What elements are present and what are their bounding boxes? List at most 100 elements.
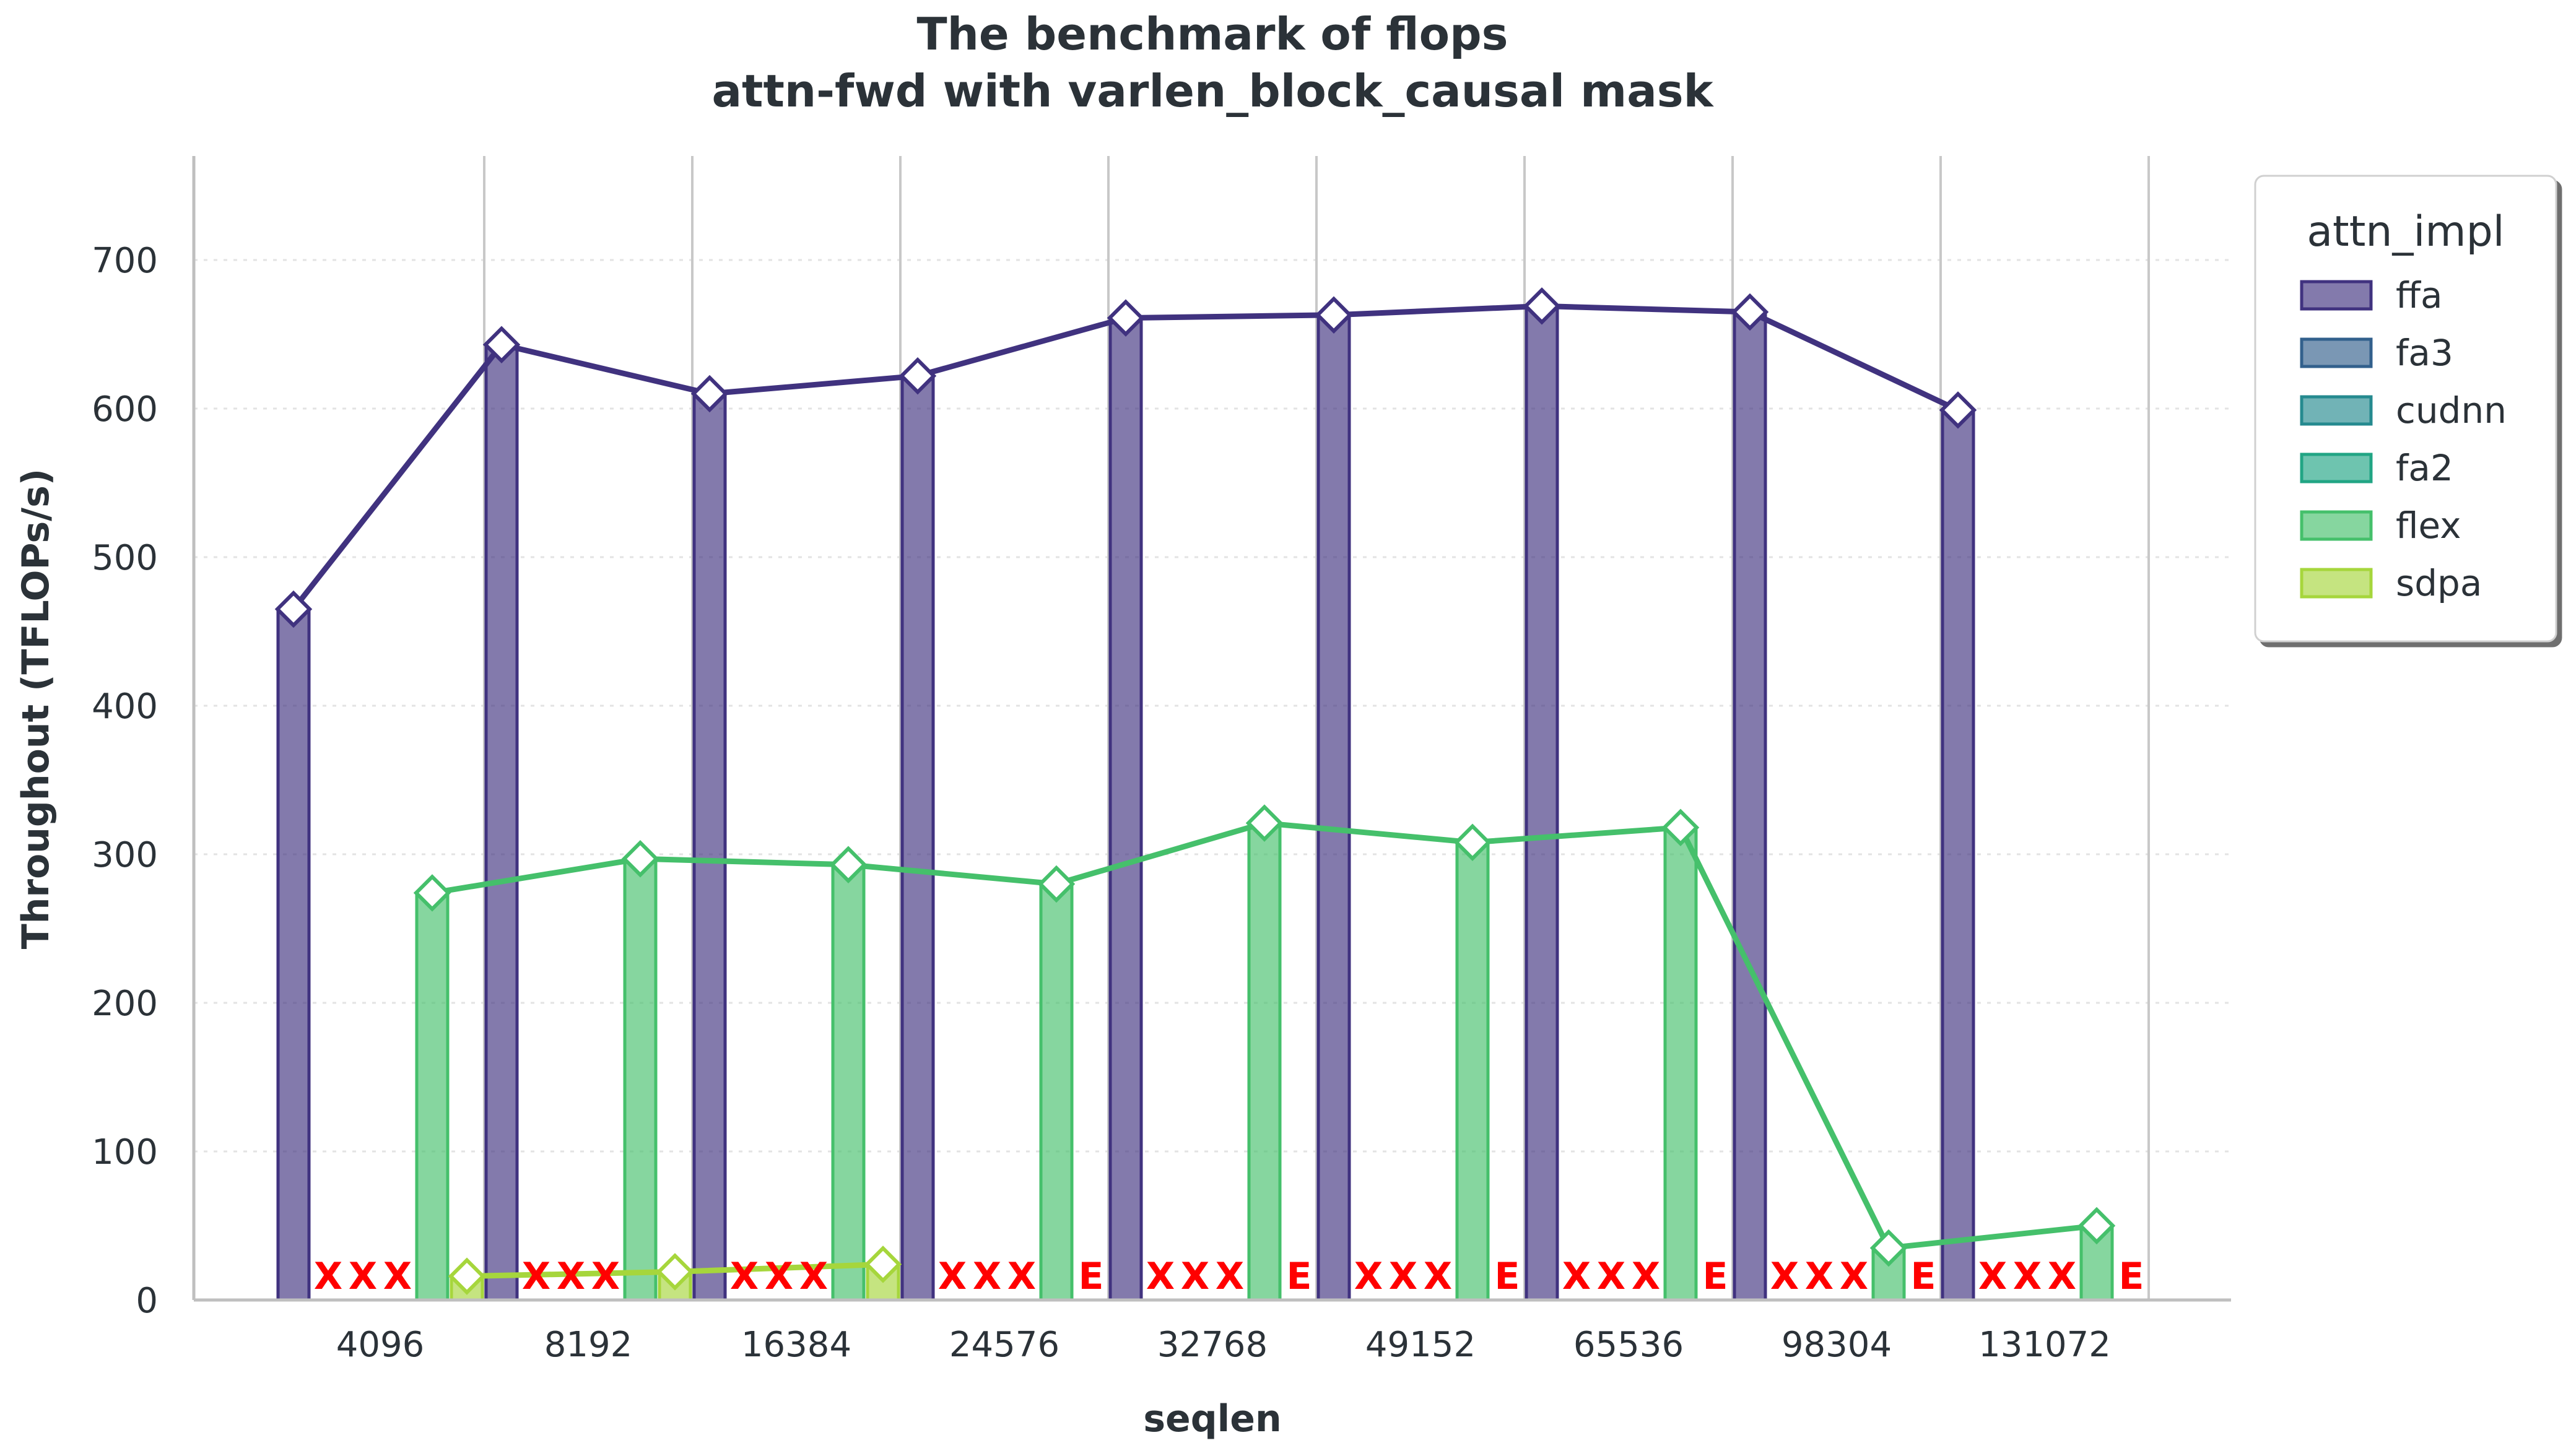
status-mark-cudnn: X: [557, 1255, 585, 1298]
bar-ffa: [484, 343, 519, 1302]
bar-flex: [1039, 882, 1074, 1302]
y-tick-label: 300: [92, 835, 158, 875]
x-tick-label: 24576: [949, 1325, 1059, 1365]
marker-flex: [829, 846, 868, 884]
status-mark-sdpa: E: [1703, 1255, 1728, 1298]
marker-ffa: [1523, 287, 1561, 325]
marker-flex: [2077, 1207, 2116, 1245]
legend-swatch-cudnn: [2300, 395, 2373, 426]
x-tick-label: 131072: [1978, 1325, 2111, 1365]
status-mark-fa2: X: [383, 1255, 412, 1298]
x-tick-label: 8192: [544, 1325, 633, 1365]
bars: [276, 304, 2114, 1302]
bar-ffa: [276, 607, 311, 1302]
grid: [194, 156, 2231, 1300]
legend-swatch-flex: [2300, 510, 2373, 541]
marker-flex: [1245, 804, 1284, 842]
y-tick-label: 400: [92, 687, 158, 727]
bar-ffa: [900, 374, 935, 1302]
legend-label-flex: flex: [2396, 505, 2461, 547]
marker-flex: [1661, 808, 1700, 847]
y-tick-label: 500: [92, 538, 158, 578]
legend-label-fa2: fa2: [2396, 447, 2453, 489]
status-mark-fa3: X: [730, 1255, 759, 1298]
bar-ffa: [1733, 310, 1767, 1302]
bar-flex: [1455, 841, 1490, 1302]
status-mark-fa3: X: [1770, 1255, 1799, 1298]
y-tick-label: 200: [92, 984, 158, 1024]
status-mark-cudnn: X: [349, 1255, 377, 1298]
bar-ffa: [1941, 408, 1975, 1302]
legend-label-sdpa: sdpa: [2396, 562, 2482, 604]
status-marks: X X X X X X X X XX X X X X X X X XX X X X X X X X XE E E E E E: [314, 1255, 2144, 1298]
status-mark-sdpa: E: [1495, 1255, 1520, 1298]
marker-ffa: [482, 326, 521, 364]
bar-flex: [1247, 821, 1282, 1302]
status-mark-fa2: X: [1216, 1255, 1244, 1298]
marker-sdpa: [656, 1253, 694, 1291]
bar-flex: [623, 857, 658, 1302]
bar-flex: [415, 891, 450, 1302]
legend-label-fa3: fa3: [2396, 332, 2453, 374]
x-tick-label: 65536: [1573, 1325, 1684, 1365]
x-tick-label: 16384: [741, 1325, 851, 1365]
bar-flex: [831, 863, 866, 1302]
y-tick-label: 100: [92, 1132, 158, 1172]
status-mark-fa2: X: [1424, 1255, 1452, 1298]
status-mark-sdpa: E: [1079, 1255, 1104, 1298]
marker-flex: [1869, 1229, 1908, 1267]
marker-ffa: [1939, 391, 1977, 429]
status-mark-fa3: X: [522, 1255, 550, 1298]
chart-subtitle: attn-fwd with varlen_block_causal mask: [711, 65, 1714, 117]
status-mark-fa3: X: [1562, 1255, 1591, 1298]
lines: [291, 303, 2097, 1280]
status-mark-fa2: X: [2048, 1255, 2076, 1298]
status-mark-fa2: X: [1632, 1255, 1660, 1298]
x-tick-label: 4096: [336, 1325, 425, 1365]
bar-ffa: [692, 392, 727, 1302]
status-mark-fa2: X: [1840, 1255, 1868, 1298]
y-tick-label: 700: [92, 241, 158, 281]
marker-flex: [413, 874, 451, 912]
marker-ffa: [898, 357, 937, 395]
marker-flex: [1037, 865, 1076, 903]
y-tick-label: 600: [92, 389, 158, 430]
status-mark-cudnn: X: [1597, 1255, 1625, 1298]
status-mark-fa3: X: [1146, 1255, 1175, 1298]
marker-sdpa: [448, 1257, 486, 1295]
status-mark-sdpa: E: [1911, 1255, 1936, 1298]
status-mark-fa3: X: [1354, 1255, 1383, 1298]
x-tick-label: 49152: [1365, 1325, 1476, 1365]
markers: [274, 287, 2116, 1295]
bar-flex: [2079, 1224, 2114, 1302]
marker-ffa: [1731, 293, 1769, 331]
chart-title: The benchmark of flops: [917, 8, 1508, 60]
legend-label-cudnn: cudnn: [2396, 389, 2507, 431]
marker-flex: [1453, 823, 1492, 862]
marker-ffa: [690, 375, 729, 413]
axes: 0 100 200 300 400 500 600 700 4096 8192 16384 24576…: [92, 156, 2231, 1365]
bar-ffa: [1108, 316, 1143, 1302]
status-mark-cudnn: X: [2013, 1255, 2042, 1298]
status-mark-fa3: X: [1978, 1255, 2007, 1298]
status-mark-fa2: X: [799, 1255, 828, 1298]
legend-title: attn_impl: [2307, 207, 2504, 256]
status-mark-cudnn: X: [765, 1255, 793, 1298]
status-mark-cudnn: X: [1805, 1255, 1834, 1298]
legend-swatch-fa3: [2300, 337, 2373, 368]
status-mark-cudnn: X: [1181, 1255, 1209, 1298]
legend-swatch-sdpa: [2300, 568, 2373, 599]
legend-label-ffa: ffa: [2396, 274, 2443, 316]
status-mark-fa2: X: [591, 1255, 620, 1298]
x-axis-label: seqlen: [1143, 1397, 1281, 1441]
x-tick-label: 32768: [1157, 1325, 1268, 1365]
marker-flex: [621, 839, 659, 878]
legend-swatch-ffa: [2300, 280, 2373, 311]
bar-flex: [1663, 826, 1698, 1302]
status-mark-fa2: X: [1007, 1255, 1036, 1298]
bar-ffa: [1525, 304, 1559, 1302]
status-mark-cudnn: X: [1389, 1255, 1417, 1298]
status-mark-sdpa: E: [1287, 1255, 1312, 1298]
